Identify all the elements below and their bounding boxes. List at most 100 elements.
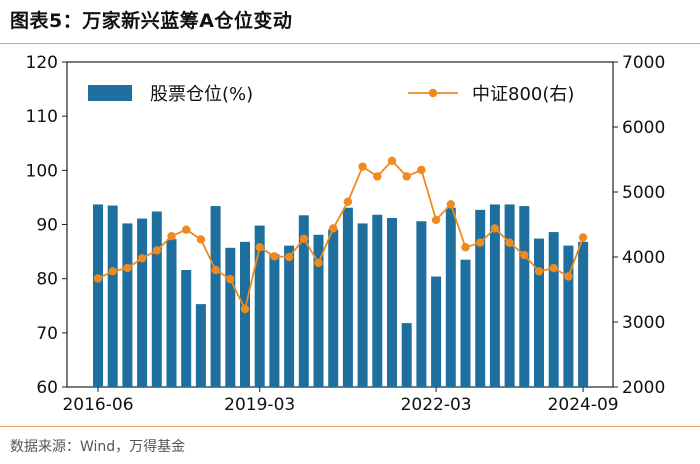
bar bbox=[328, 229, 339, 387]
line-point bbox=[284, 252, 294, 262]
line-point bbox=[329, 224, 338, 233]
line-point bbox=[358, 162, 367, 171]
line-point bbox=[402, 172, 411, 181]
line-point bbox=[534, 267, 544, 276]
line-point bbox=[446, 200, 455, 209]
bar bbox=[504, 204, 515, 387]
line-point bbox=[373, 172, 382, 181]
bar bbox=[225, 247, 236, 387]
y-right-tick-label: 7000 bbox=[622, 53, 665, 73]
y-left-tick-label: 120 bbox=[26, 53, 58, 73]
bar bbox=[416, 221, 427, 387]
bar bbox=[489, 204, 500, 387]
x-tick-label: 2022-03 bbox=[401, 395, 472, 415]
line-path bbox=[97, 159, 584, 312]
bar-series bbox=[93, 204, 589, 387]
y-left-tick-label: 70 bbox=[36, 324, 58, 344]
bar bbox=[372, 214, 383, 387]
bar bbox=[122, 223, 133, 387]
bar bbox=[548, 232, 559, 387]
line-point bbox=[476, 238, 485, 247]
line-point bbox=[505, 238, 514, 247]
line-point bbox=[314, 258, 323, 268]
y-left-tick-label: 110 bbox=[26, 107, 58, 127]
line-point bbox=[417, 165, 426, 175]
y-right-tick-label: 2000 bbox=[622, 378, 665, 398]
line-point bbox=[343, 197, 353, 206]
bar bbox=[519, 206, 530, 387]
bar bbox=[269, 254, 280, 387]
line-point bbox=[461, 243, 470, 252]
bar bbox=[137, 218, 148, 387]
line-point bbox=[549, 263, 558, 273]
line-point bbox=[167, 232, 176, 241]
legend-bar-swatch bbox=[88, 85, 132, 101]
bar bbox=[342, 207, 353, 387]
bar bbox=[181, 270, 192, 387]
line-point bbox=[196, 235, 206, 244]
bottom-divider bbox=[0, 426, 700, 427]
line-point bbox=[123, 263, 132, 273]
line-point bbox=[270, 252, 279, 261]
bar bbox=[240, 241, 250, 387]
line-point bbox=[226, 274, 235, 284]
line-point bbox=[93, 274, 103, 283]
plot-frame bbox=[66, 61, 614, 388]
chart-axes: 60 70 80 90 100 110 120 2000 3000 4000 5000 6000 700… bbox=[26, 53, 666, 415]
line-point bbox=[137, 254, 147, 263]
bar bbox=[401, 323, 412, 387]
y-left-tick-label: 100 bbox=[26, 161, 58, 181]
bar bbox=[445, 207, 456, 387]
line-point bbox=[564, 272, 573, 281]
legend-line-label: 中证800(右) bbox=[472, 84, 574, 105]
bar bbox=[254, 225, 265, 387]
bar bbox=[298, 215, 309, 387]
bar bbox=[151, 211, 162, 387]
legend-bar-label: 股票仓位(%) bbox=[150, 84, 253, 105]
y-right-tick-label: 4000 bbox=[622, 248, 665, 268]
line-point bbox=[211, 265, 220, 275]
line-point bbox=[240, 304, 250, 314]
line-point bbox=[299, 234, 308, 243]
line-point bbox=[182, 225, 191, 234]
line-point bbox=[490, 224, 500, 233]
line-series bbox=[93, 156, 588, 314]
bar bbox=[93, 204, 103, 387]
line-point bbox=[520, 250, 529, 260]
bar bbox=[563, 245, 574, 387]
bar bbox=[313, 234, 324, 387]
line-point bbox=[578, 233, 588, 242]
line-point bbox=[108, 267, 117, 276]
bar bbox=[166, 239, 177, 387]
chart-title: 图表5：万家新兴蓝筹A仓位变动 bbox=[10, 10, 293, 32]
data-source-note: 数据来源：Wind，万得基金 bbox=[10, 439, 186, 455]
bar bbox=[475, 209, 486, 387]
bar bbox=[107, 205, 118, 387]
y-left-tick-label: 90 bbox=[36, 216, 58, 236]
legend-line-marker bbox=[428, 88, 438, 98]
bar bbox=[460, 259, 471, 387]
bar bbox=[578, 241, 589, 387]
line-point bbox=[152, 246, 161, 255]
bar bbox=[284, 245, 295, 387]
line-point bbox=[255, 243, 264, 252]
y-right-tick-label: 5000 bbox=[622, 183, 665, 203]
x-tick-label: 2019-03 bbox=[224, 395, 295, 415]
line-point bbox=[431, 215, 441, 225]
y-left-tick-label: 60 bbox=[36, 378, 58, 398]
bar bbox=[195, 304, 206, 387]
x-tick-label: 2016-06 bbox=[62, 395, 133, 415]
bar bbox=[357, 223, 368, 387]
legend: 股票仓位(%) 中证800(右) bbox=[88, 84, 574, 105]
y-left-tick-label: 80 bbox=[36, 270, 58, 290]
y-right-tick-label: 3000 bbox=[622, 313, 665, 333]
y-right-tick-label: 6000 bbox=[622, 118, 665, 138]
x-tick-label: 2024-09 bbox=[548, 395, 619, 415]
bar bbox=[387, 218, 397, 387]
bar bbox=[431, 276, 442, 387]
bar bbox=[210, 206, 221, 387]
top-divider bbox=[0, 43, 700, 44]
line-point bbox=[387, 156, 397, 165]
bar bbox=[534, 238, 544, 387]
